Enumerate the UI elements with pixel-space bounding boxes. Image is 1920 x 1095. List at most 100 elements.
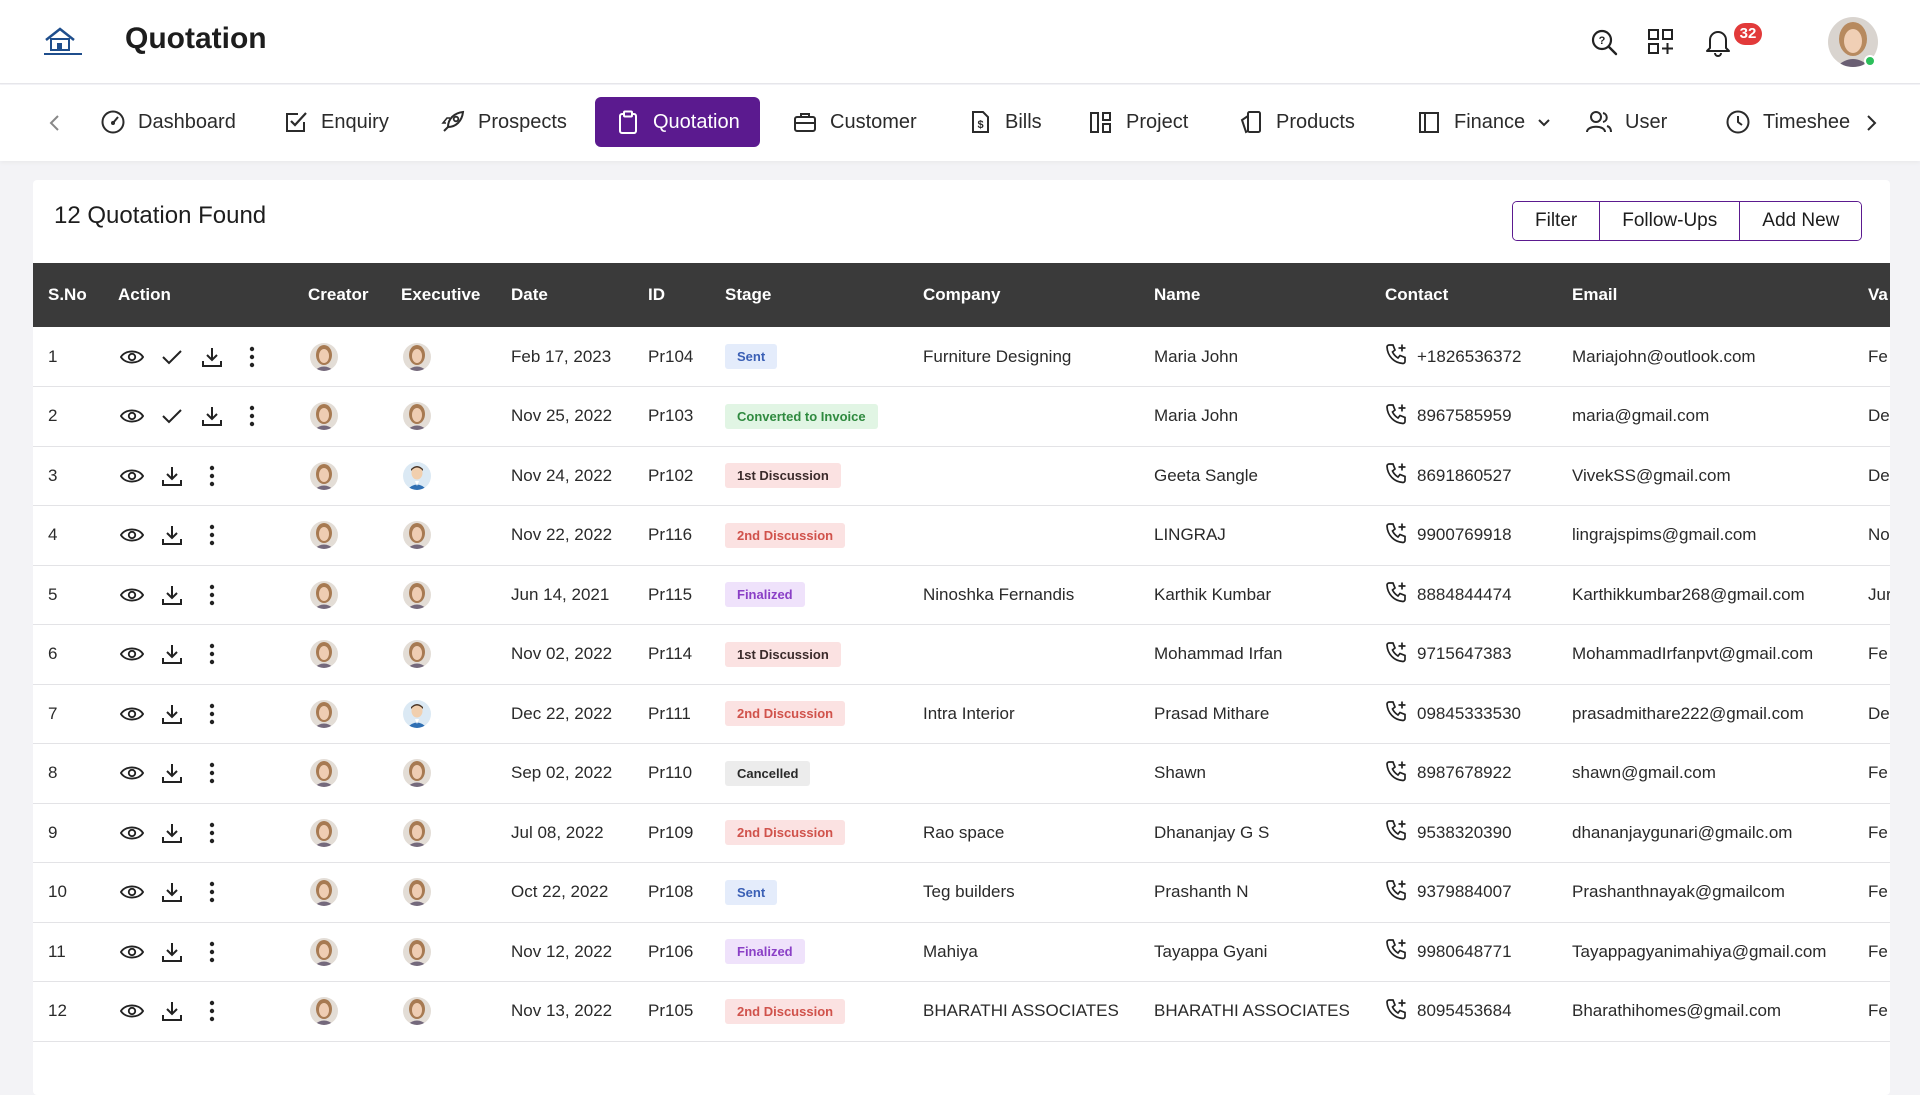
view-eye-icon[interactable] [120,583,144,607]
table-row[interactable]: 2 Nov 25, 2022 Pr1 [33,387,1890,446]
creator-avatar[interactable] [310,640,338,669]
phone-call-icon[interactable] [1385,403,1407,430]
executive-avatar[interactable] [403,640,431,669]
more-options-icon[interactable] [200,642,224,666]
view-eye-icon[interactable] [120,523,144,547]
column-header[interactable]: Executive [401,285,481,304]
more-options-icon[interactable] [200,880,224,904]
email-cell[interactable]: maria@gmail.com [1572,406,1710,426]
creator-avatar[interactable] [310,878,338,907]
executive-avatar[interactable] [403,580,431,609]
nav-finance[interactable]: Finance [1396,97,1571,147]
contact-number[interactable]: 9379884007 [1417,882,1512,902]
table-row[interactable]: 4 Nov 22, 2022 Pr116 2nd Discussio [33,506,1890,565]
email-cell[interactable]: Karthikkumbar268@gmail.com [1572,584,1805,604]
email-cell[interactable]: MohammadIrfanpvt@gmail.com [1572,644,1814,664]
more-options-icon[interactable] [200,821,224,845]
nav-project[interactable]: Project [1068,97,1208,147]
table-row[interactable]: 6 Nov 02, 2022 Pr114 1st Discussio [33,625,1890,684]
table-row[interactable]: 10 Oct 22, 2022 Pr108 Sent Teg [33,863,1890,922]
download-icon[interactable] [160,464,184,488]
download-icon[interactable] [160,940,184,964]
executive-avatar[interactable] [403,818,431,847]
more-options-icon[interactable] [200,464,224,488]
view-eye-icon[interactable] [120,404,144,428]
view-eye-icon[interactable] [120,999,144,1023]
view-eye-icon[interactable] [120,464,144,488]
download-icon[interactable] [160,523,184,547]
executive-avatar[interactable] [403,342,431,371]
download-icon[interactable] [160,880,184,904]
nav-timesheet[interactable]: Timeshee [1705,97,1855,147]
bell-icon[interactable] [1701,25,1735,59]
creator-avatar[interactable] [310,521,338,550]
phone-call-icon[interactable] [1385,522,1407,549]
download-icon[interactable] [160,761,184,785]
more-options-icon[interactable] [200,999,224,1023]
download-icon[interactable] [160,642,184,666]
column-header[interactable]: S.No [48,285,87,304]
phone-call-icon[interactable] [1385,819,1407,846]
view-eye-icon[interactable] [120,761,144,785]
more-options-icon[interactable] [200,583,224,607]
phone-call-icon[interactable] [1385,760,1407,787]
executive-avatar[interactable] [403,997,431,1026]
nav-scroll-right-icon[interactable] [1856,105,1886,141]
email-cell[interactable]: shawn@gmail.com [1572,763,1716,783]
phone-call-icon[interactable] [1385,462,1407,489]
view-eye-icon[interactable] [120,642,144,666]
executive-avatar[interactable] [403,402,431,431]
creator-avatar[interactable] [310,402,338,431]
contact-number[interactable]: 8691860527 [1417,465,1512,485]
nav-products[interactable]: Products [1218,97,1375,147]
download-icon[interactable] [160,999,184,1023]
table-row[interactable]: 1 Feb 17, 2023 Pr1 [33,327,1890,387]
creator-avatar[interactable] [310,818,338,847]
creator-avatar[interactable] [310,937,338,966]
table-row[interactable]: 9 Jul 08, 2022 Pr109 2nd Discussio [33,803,1890,863]
column-header[interactable]: Va [1868,285,1888,304]
apps-icon[interactable] [1644,25,1678,59]
contact-number[interactable]: 8967585959 [1417,406,1512,426]
contact-number[interactable]: 9715647383 [1417,644,1512,664]
column-header[interactable]: Stage [725,285,772,304]
user-avatar[interactable] [1828,17,1878,67]
executive-avatar[interactable] [403,461,431,490]
creator-avatar[interactable] [310,699,338,728]
more-options-icon[interactable] [200,702,224,726]
contact-number[interactable]: 9980648771 [1417,941,1512,961]
table-row[interactable]: 11 Nov 12, 2022 Pr106 Finalized [33,922,1890,982]
company-logo[interactable] [38,20,88,60]
more-options-icon[interactable] [240,345,264,369]
executive-avatar[interactable] [403,878,431,907]
contact-number[interactable]: 8095453684 [1417,1001,1512,1021]
table-row[interactable]: 8 Sep 02, 2022 Pr110 Cancelled [33,744,1890,803]
phone-call-icon[interactable] [1385,641,1407,668]
column-header[interactable]: Name [1154,285,1201,304]
contact-number[interactable]: +1826536372 [1417,346,1522,366]
phone-call-icon[interactable] [1385,938,1407,965]
table-row[interactable]: 12 Nov 13, 2022 Pr105 2nd Discussi [33,982,1890,1041]
contact-number[interactable]: 8884844474 [1417,584,1512,604]
more-options-icon[interactable] [200,940,224,964]
phone-call-icon[interactable] [1385,998,1407,1025]
phone-call-icon[interactable] [1385,343,1407,370]
view-eye-icon[interactable] [120,940,144,964]
download-icon[interactable] [200,404,224,428]
nav-user[interactable]: User [1565,97,1687,147]
email-cell[interactable]: VivekSS@gmail.com [1572,465,1731,485]
contact-number[interactable]: 8987678922 [1417,763,1512,783]
column-header[interactable]: Email [1572,285,1618,304]
executive-avatar[interactable] [403,521,431,550]
contact-number[interactable]: 9900769918 [1417,525,1512,545]
creator-avatar[interactable] [310,461,338,490]
filter-button[interactable]: Filter [1513,202,1601,240]
more-options-icon[interactable] [200,761,224,785]
nav-dashboard[interactable]: Dashboard [80,97,256,147]
nav-scroll-left-icon[interactable] [40,105,70,141]
email-cell[interactable]: prasadmithare222@gmail.com [1572,703,1804,723]
nav-enquiry[interactable]: Enquiry [263,97,409,147]
phone-call-icon[interactable] [1385,879,1407,906]
view-eye-icon[interactable] [120,702,144,726]
view-eye-icon[interactable] [120,821,144,845]
